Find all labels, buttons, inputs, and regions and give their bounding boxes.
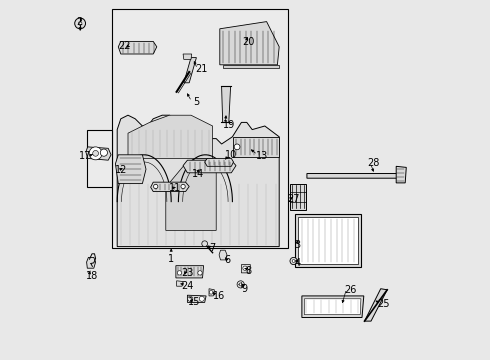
Text: 1: 1: [168, 254, 174, 264]
Text: 8: 8: [245, 266, 252, 276]
Circle shape: [237, 281, 245, 288]
Circle shape: [78, 22, 82, 25]
Circle shape: [177, 271, 182, 275]
Text: 24: 24: [181, 281, 193, 291]
Polygon shape: [184, 58, 196, 83]
Polygon shape: [183, 160, 236, 173]
Circle shape: [198, 271, 202, 275]
Circle shape: [234, 144, 240, 150]
Circle shape: [209, 291, 213, 294]
Text: 25: 25: [377, 299, 390, 309]
Polygon shape: [128, 115, 213, 158]
Circle shape: [239, 283, 242, 286]
Polygon shape: [298, 217, 358, 264]
Polygon shape: [304, 299, 361, 315]
Text: 12: 12: [115, 165, 127, 175]
Circle shape: [93, 150, 98, 156]
Polygon shape: [396, 166, 406, 183]
Polygon shape: [151, 182, 189, 192]
Polygon shape: [176, 281, 183, 286]
Text: 17: 17: [79, 150, 92, 161]
Polygon shape: [209, 289, 215, 296]
Text: 2: 2: [76, 17, 83, 27]
Text: 13: 13: [256, 150, 268, 161]
Text: 9: 9: [242, 284, 247, 294]
Circle shape: [290, 257, 297, 265]
Text: 4: 4: [294, 258, 301, 268]
Circle shape: [199, 296, 204, 301]
Circle shape: [202, 241, 208, 247]
Circle shape: [100, 149, 107, 156]
Text: 7: 7: [209, 243, 215, 253]
Text: 23: 23: [181, 268, 193, 278]
Text: 6: 6: [224, 255, 231, 265]
Polygon shape: [233, 137, 279, 157]
Polygon shape: [187, 295, 206, 302]
Polygon shape: [365, 289, 387, 321]
Text: 3: 3: [294, 240, 301, 250]
Polygon shape: [294, 214, 361, 267]
Circle shape: [181, 184, 185, 189]
Text: 18: 18: [86, 271, 98, 282]
Text: 19: 19: [222, 120, 235, 130]
Polygon shape: [223, 65, 279, 68]
Circle shape: [188, 296, 193, 301]
Text: 22: 22: [118, 41, 131, 51]
Text: 5: 5: [193, 96, 199, 107]
Polygon shape: [307, 174, 403, 178]
Polygon shape: [205, 158, 233, 166]
Polygon shape: [242, 265, 250, 273]
Polygon shape: [221, 86, 231, 122]
Polygon shape: [176, 266, 204, 278]
Polygon shape: [220, 22, 279, 65]
Text: 26: 26: [344, 285, 356, 295]
Polygon shape: [166, 158, 216, 230]
Polygon shape: [290, 184, 306, 210]
Text: 20: 20: [242, 37, 254, 48]
Polygon shape: [112, 9, 288, 248]
Polygon shape: [117, 115, 279, 247]
Polygon shape: [302, 296, 364, 318]
Circle shape: [153, 184, 158, 189]
Text: 27: 27: [288, 194, 300, 204]
Text: 16: 16: [213, 291, 225, 301]
Polygon shape: [87, 257, 96, 268]
Polygon shape: [219, 250, 227, 260]
Text: 10: 10: [225, 150, 238, 160]
Polygon shape: [183, 54, 192, 59]
Text: 14: 14: [192, 168, 204, 179]
Circle shape: [292, 260, 295, 262]
Text: 11: 11: [170, 183, 182, 193]
Polygon shape: [86, 147, 111, 160]
Polygon shape: [118, 41, 157, 54]
Polygon shape: [87, 130, 112, 187]
Circle shape: [243, 266, 247, 270]
Circle shape: [74, 18, 86, 29]
Text: 21: 21: [196, 64, 208, 74]
Text: 28: 28: [368, 158, 380, 168]
Polygon shape: [116, 155, 146, 184]
Text: 15: 15: [188, 297, 200, 307]
Circle shape: [89, 147, 102, 160]
